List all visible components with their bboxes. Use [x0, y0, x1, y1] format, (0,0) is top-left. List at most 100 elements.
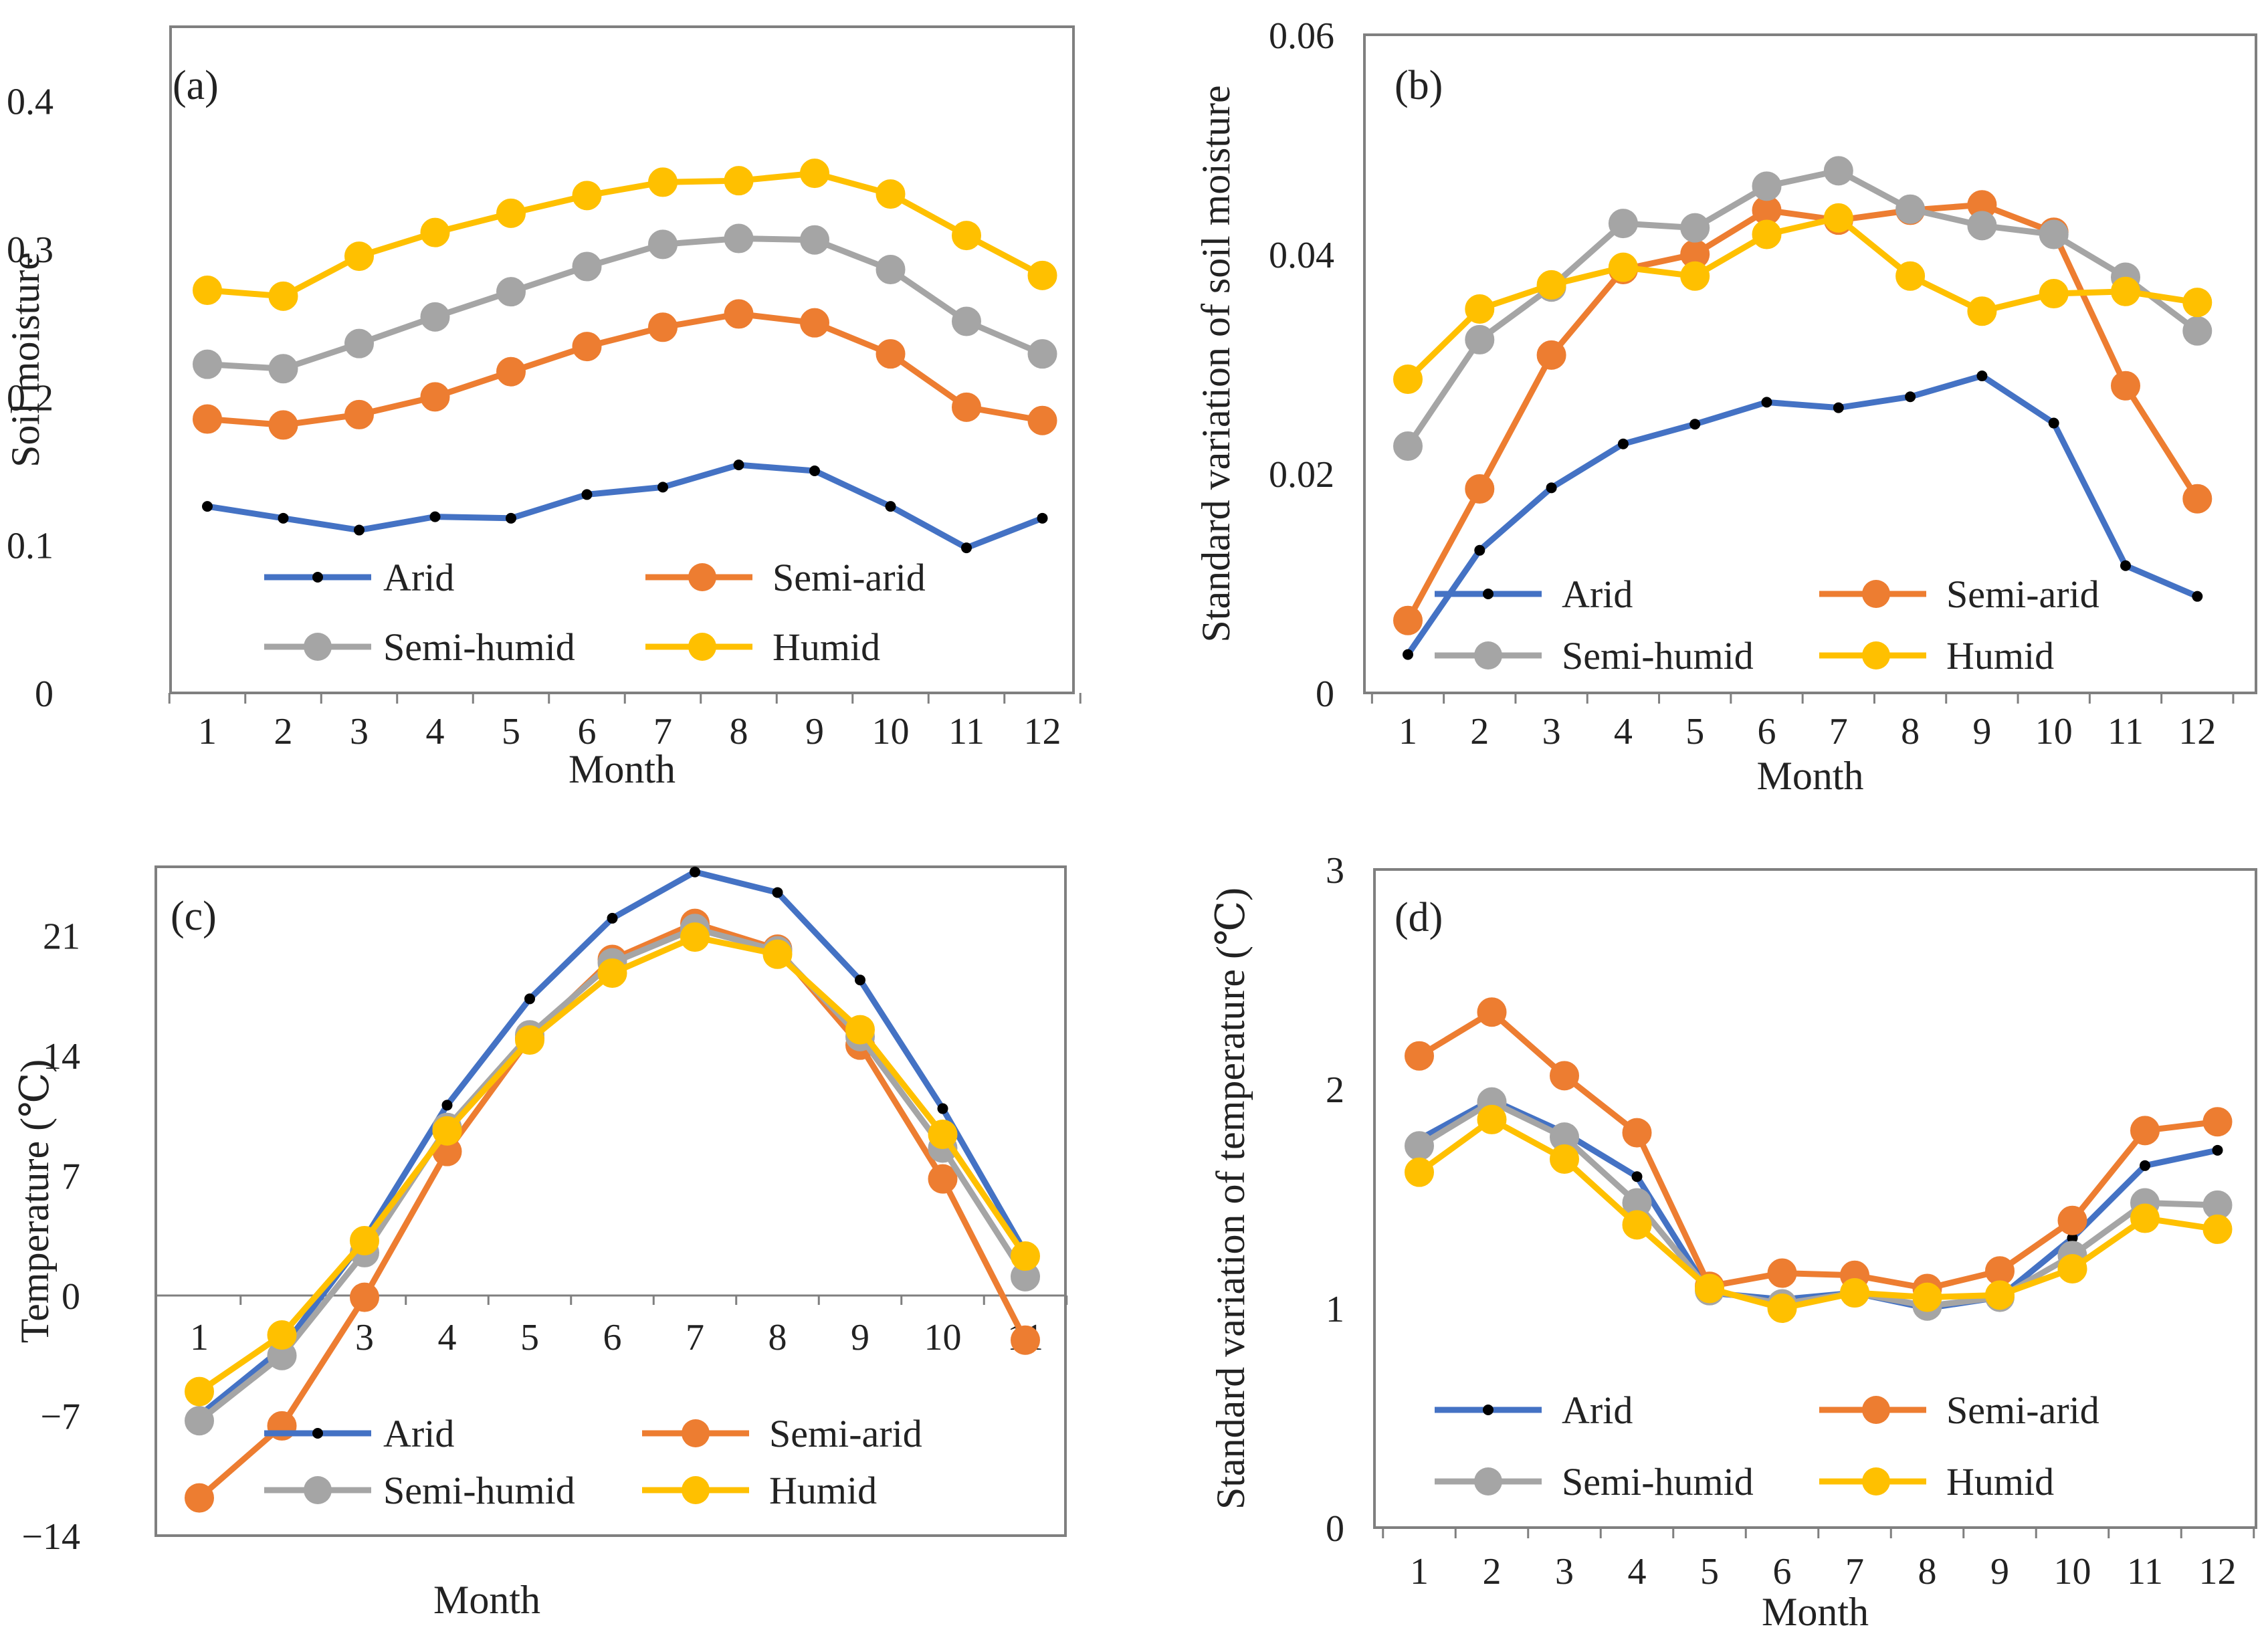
panel-b-x-tick-label: 9: [1972, 711, 1991, 752]
panel-b-x-tick-label: 3: [1542, 711, 1561, 752]
panel-c-y-tick-label: 21: [43, 916, 80, 958]
panel-a-x-tick-label: 4: [426, 711, 445, 752]
panel-c-humid-point: [432, 1116, 462, 1146]
panel-a-arid-point: [202, 501, 213, 512]
panel-c-humid-point: [515, 1025, 544, 1055]
panel-a-humid-point: [344, 241, 374, 272]
panel-d-x-tick-label: 9: [1990, 1551, 2009, 1592]
panel-b-humid-point: [1823, 203, 1853, 233]
panel-b-legend-label-arid: Arid: [1562, 573, 1633, 616]
panel-b-semi-arid-point: [1465, 474, 1495, 504]
panel-d-semi-arid-point: [1477, 997, 1507, 1027]
panel-b-semi-arid-point: [1536, 340, 1566, 370]
panel-a-humid-point: [572, 181, 602, 211]
panel-b-semi-humid-point: [1608, 209, 1638, 239]
panel-c-x-tick-label: 9: [851, 1317, 869, 1358]
panel-b-arid-point: [1546, 482, 1557, 494]
panel-c-x-tick-label: 7: [686, 1317, 704, 1358]
panel-a-arid-point: [733, 459, 744, 471]
panel-d-arid-point: [2140, 1160, 2150, 1171]
panel-a-semi-arid-point: [648, 312, 678, 342]
panel-d-semi-arid-point: [1550, 1061, 1579, 1091]
panel-b-legend: Arid Semi-arid Semi-humid Humid: [1435, 573, 2099, 678]
panel-d-x-tick-label: 7: [1845, 1551, 1864, 1592]
panel-b-semi-arid-point: [2182, 484, 2213, 514]
panel-c-y-tick-label: −7: [40, 1397, 80, 1438]
panel-c-plot-frame: [155, 865, 1067, 1537]
panel-a-legend-label-arid: Arid: [383, 556, 454, 599]
panel-d-arid-point: [2212, 1144, 2223, 1156]
panel-a-semi-arid-point: [268, 410, 298, 440]
panel-d-humid-point: [1695, 1273, 1724, 1304]
panel-a-humid-point: [800, 159, 829, 189]
panel-a-legend-label-humid: Humid: [773, 625, 880, 669]
panel-d-y-axis-title: Standard variation of temperature (℃): [1209, 888, 1253, 1510]
panel-c-arid-point: [524, 993, 535, 1005]
panel-a-semi-arid-point: [1027, 405, 1057, 435]
panel-b-arid-point: [1689, 419, 1701, 430]
panel-a-arid-point: [657, 482, 668, 493]
panel-d-humid-point: [1550, 1144, 1579, 1174]
panel-d-humid-point: [1912, 1282, 1942, 1312]
panel-a-y-tick-label: 0: [35, 674, 54, 715]
panel-b-humid-point: [1680, 261, 1710, 291]
panel-a-semi-arid-point: [344, 399, 374, 429]
panel-d-y-tick-label: 3: [1326, 850, 1344, 892]
panel-b-humid-point: [1752, 219, 1782, 249]
panel-c-arid-point: [690, 866, 700, 877]
panel-b-chart: 00.020.040.061 2 3 4 5 6 7 8 9 10 11 12MonthStandar…: [1194, 15, 2257, 798]
panel-d-semi-humid-point: [1405, 1131, 1434, 1161]
panel-b-y-tick-label: 0.02: [1269, 454, 1334, 496]
panel-a-x-tick-label: 2: [274, 711, 293, 752]
panel-b-humid-point: [1967, 296, 1997, 326]
panel-c-y-axis-title: Temperature (℃): [13, 1059, 57, 1343]
panel-c-legend-marker-semi-humid: [304, 1476, 332, 1504]
panel-b-arid-point: [1833, 402, 1844, 413]
panel-c-humid-point: [680, 922, 710, 952]
panel-a-legend-marker-semi-humid: [304, 633, 332, 661]
panel-b-series-arid: [1403, 371, 2203, 660]
panel-b-semi-humid-point: [2182, 316, 2213, 346]
panel-a-semi-arid-point: [952, 392, 981, 422]
panel-a-x-tick-label: 12: [1024, 711, 1061, 752]
panel-a-legend: Arid Semi-arid Semi-humid Humid: [264, 556, 926, 669]
panel-d-humid-point: [1767, 1294, 1797, 1323]
panel-b-semi-arid-point: [1393, 605, 1423, 635]
panel-d-plot-frame: [1373, 868, 2257, 1529]
panel-a-arid-line: [204, 461, 1045, 551]
panel-a-x-tick-label: 10: [872, 711, 910, 752]
panel-b-arid-line: [1405, 373, 2200, 658]
panel-b-y-axis-title: Standard variation of soil moisture: [1194, 85, 1238, 642]
panel-b-semi-arid-line: [1405, 201, 2200, 624]
panel-d-humid-point: [1985, 1280, 2015, 1310]
panel-d-series-semi-arid: [1405, 997, 2233, 1304]
panel-b-y-tick-label: 0.04: [1269, 235, 1334, 276]
panel-c-humid-point: [1011, 1241, 1040, 1271]
panel-b-semi-arid-point: [2111, 371, 2140, 401]
panel-d-legend-label-semi-humid: Semi-humid: [1562, 1460, 1754, 1504]
panel-b-legend-marker-semi-humid: [1474, 641, 1502, 669]
panel-c-x-tick-label: 8: [768, 1317, 787, 1358]
panel-c-legend-label-arid: Arid: [383, 1412, 454, 1455]
panel-a-semi-arid-point: [800, 308, 829, 338]
panel-a-semi-humid-point: [572, 251, 602, 282]
panel-c-legend-label-semi-arid: Semi-arid: [769, 1412, 922, 1455]
panel-d-series-arid: [1414, 1094, 2223, 1314]
panel-b-plot-frame: [1363, 33, 2257, 694]
panel-a-x-axis-title: Month: [569, 747, 676, 791]
panel-b-arid-point: [2120, 560, 2131, 571]
panel-c-x-axis-title: Month: [433, 1578, 540, 1622]
panel-b-x-tick-label: 11: [2107, 711, 2144, 752]
panel-b-legend-label-semi-arid: Semi-arid: [1946, 573, 2099, 616]
panel-d-x-tick-label: 3: [1555, 1551, 1574, 1592]
panel-c-x-tick-label: 4: [438, 1317, 457, 1358]
panel-a-semi-arid-line: [204, 310, 1045, 428]
panel-b-x-tick-label: 12: [2178, 711, 2216, 752]
panel-d-humid-point: [1840, 1278, 1869, 1308]
panel-b-semi-humid-point: [1967, 211, 1997, 241]
panel-b-arid-point: [1761, 397, 1772, 408]
panel-a-legend-label-semi-arid: Semi-arid: [773, 556, 926, 599]
panel-b-humid-point: [1895, 261, 1926, 291]
panel-c-legend-label-semi-humid: Semi-humid: [383, 1469, 575, 1512]
panel-c-humid-point: [928, 1120, 958, 1149]
